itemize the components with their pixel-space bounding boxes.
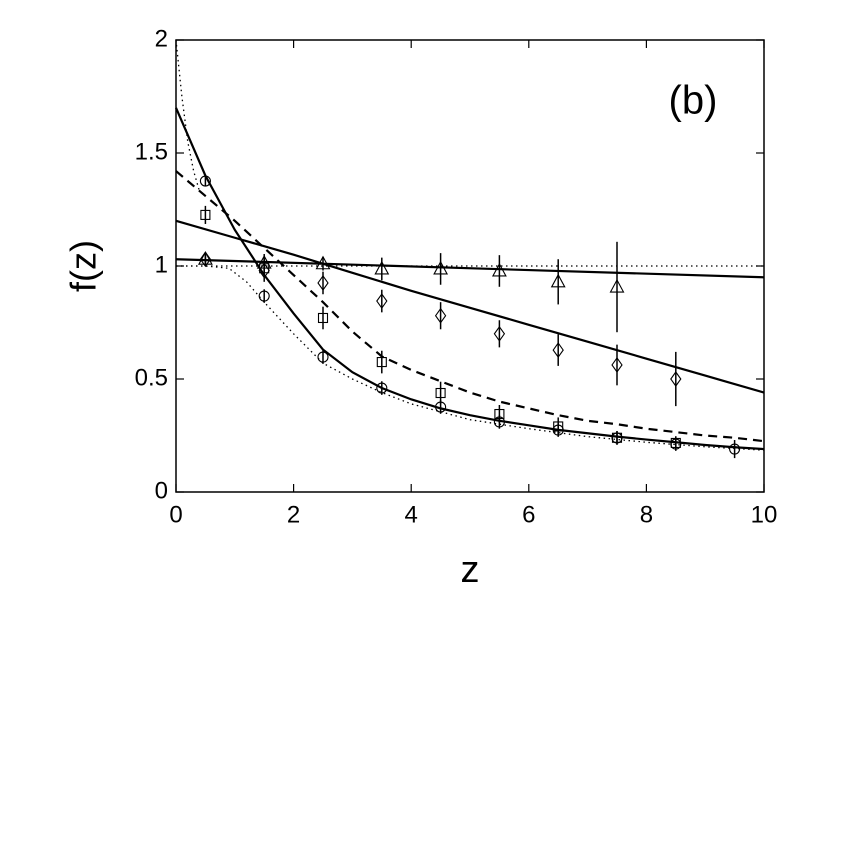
curve: [174, 107, 765, 451]
marker: [317, 275, 329, 291]
curve: [175, 170, 765, 443]
marker: [670, 437, 681, 449]
marker: [317, 351, 329, 363]
y-tick-label: 1: [155, 251, 168, 278]
x-tick-label: 8: [640, 501, 653, 528]
marker: [200, 209, 211, 220]
curve: [175, 258, 765, 279]
x-tick-label: 6: [522, 501, 535, 528]
marker: [376, 293, 388, 309]
marker: [494, 408, 505, 420]
curve: [175, 219, 765, 394]
y-axis-label: f(z): [63, 240, 104, 292]
x-tick-label: 10: [751, 501, 778, 528]
marker: [374, 260, 390, 275]
y-tick-label: 0: [155, 477, 168, 504]
marker: [553, 421, 564, 432]
marker: [315, 255, 331, 270]
marker: [670, 371, 682, 387]
marker: [435, 387, 446, 399]
marker: [491, 262, 507, 277]
marker: [609, 278, 625, 293]
marker: [433, 260, 449, 275]
y-tick-label: 0.5: [135, 364, 168, 391]
marker: [258, 290, 270, 302]
x-tick-label: 2: [287, 501, 300, 528]
marker: [729, 443, 741, 455]
marker: [256, 254, 272, 269]
y-tick-label: 1.5: [135, 138, 168, 165]
x-axis-label: z: [461, 549, 480, 591]
marker: [376, 382, 388, 394]
marker: [611, 432, 623, 443]
marker: [550, 273, 566, 288]
marker: [317, 312, 329, 324]
y-tick-label: 2: [155, 25, 168, 52]
marker: [376, 356, 387, 368]
marker: [199, 251, 212, 268]
marker: [199, 175, 211, 187]
marker: [552, 342, 564, 359]
marker: [493, 325, 506, 342]
x-tick-label: 4: [405, 501, 418, 528]
x-tick-label: 0: [169, 501, 182, 528]
panel-label: (b): [669, 79, 718, 123]
marker: [611, 357, 623, 373]
marker: [197, 251, 213, 265]
marker: [434, 307, 447, 324]
